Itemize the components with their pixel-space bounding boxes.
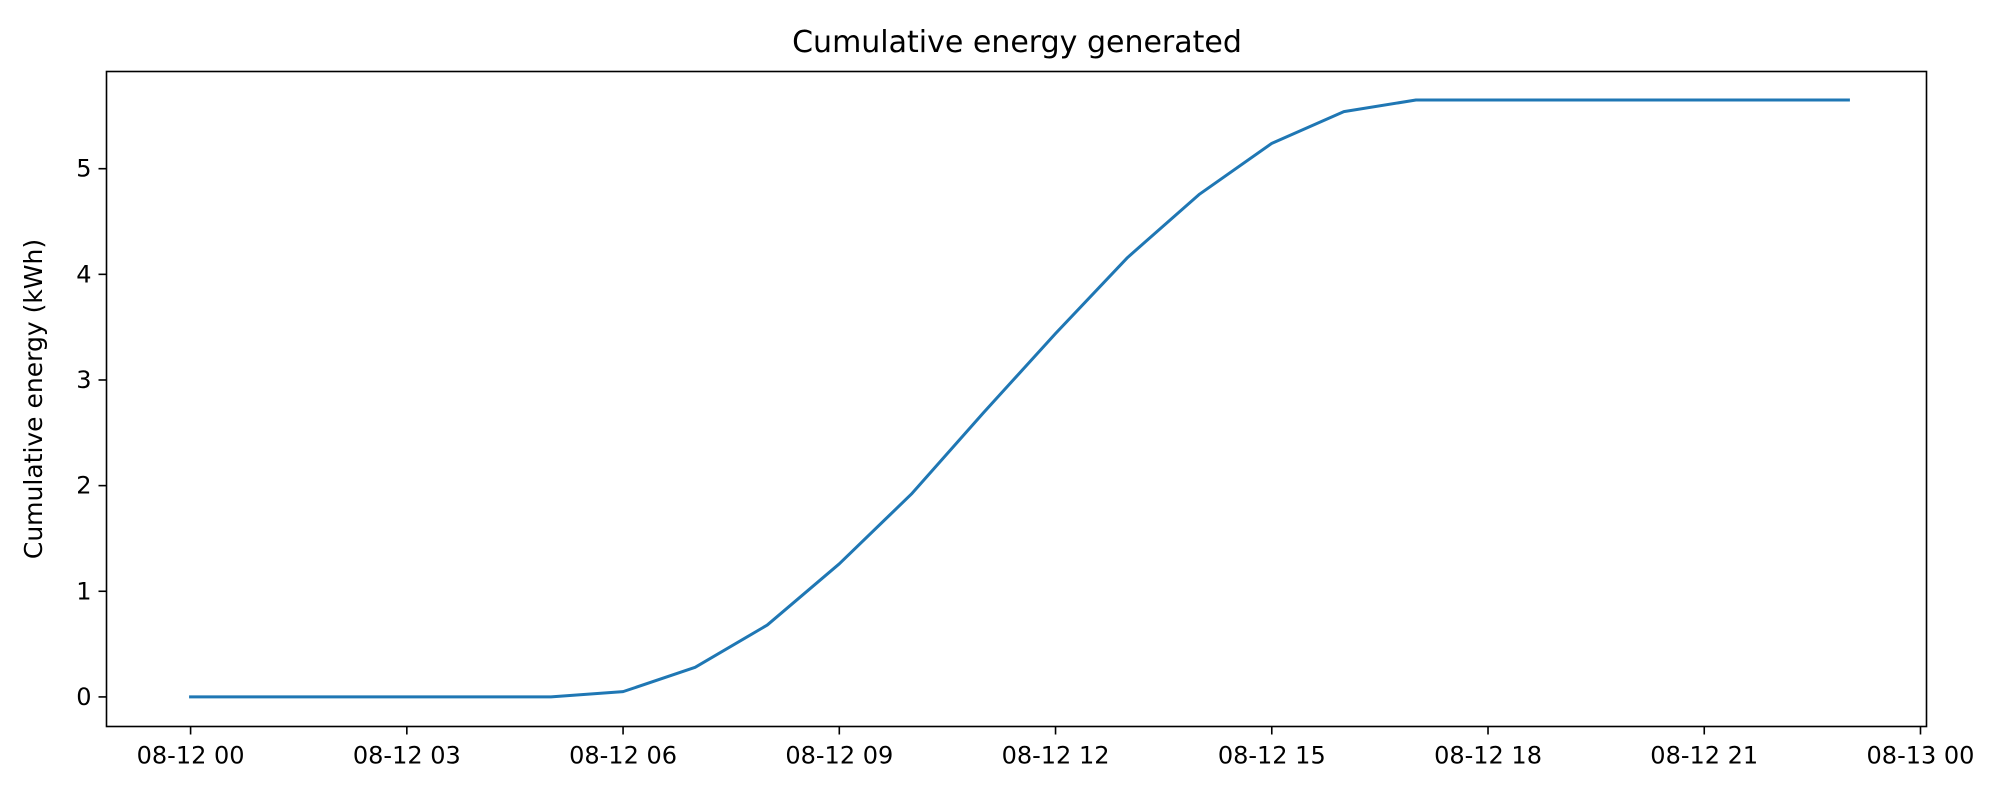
x-tick-label: 08-12 12 [1002,742,1110,770]
series-layer [189,98,1850,699]
x-tick-label: 08-12 18 [1434,742,1542,770]
x-tick-label: 08-12 21 [1650,742,1758,770]
series-line [189,98,1850,699]
y-axis-label: Cumulative energy (kWh) [19,239,48,559]
x-axis: 08-12 00 08-12 03 08-12 06 08-12 09 08-12 12… [137,726,1975,770]
y-tick-label: 2 [76,472,91,500]
y-tick-label: 1 [76,577,91,605]
y-tick-label: 3 [76,366,91,394]
plot-frame [105,70,1928,728]
y-tick-label: 0 [76,683,91,711]
x-tick-label: 08-12 09 [785,742,893,770]
x-tick-label: 08-13 00 [1867,742,1975,770]
y-tick-label: 5 [76,155,91,183]
y-axis: 0 1 2 3 4 5 [76,155,107,711]
chart-title: Cumulative energy generated [792,25,1242,60]
x-tick-label: 08-12 03 [353,742,461,770]
x-tick-label: 08-12 00 [137,742,245,770]
x-tick-label: 08-12 15 [1218,742,1326,770]
x-tick-label: 08-12 06 [569,742,677,770]
y-tick-label: 4 [76,260,91,288]
